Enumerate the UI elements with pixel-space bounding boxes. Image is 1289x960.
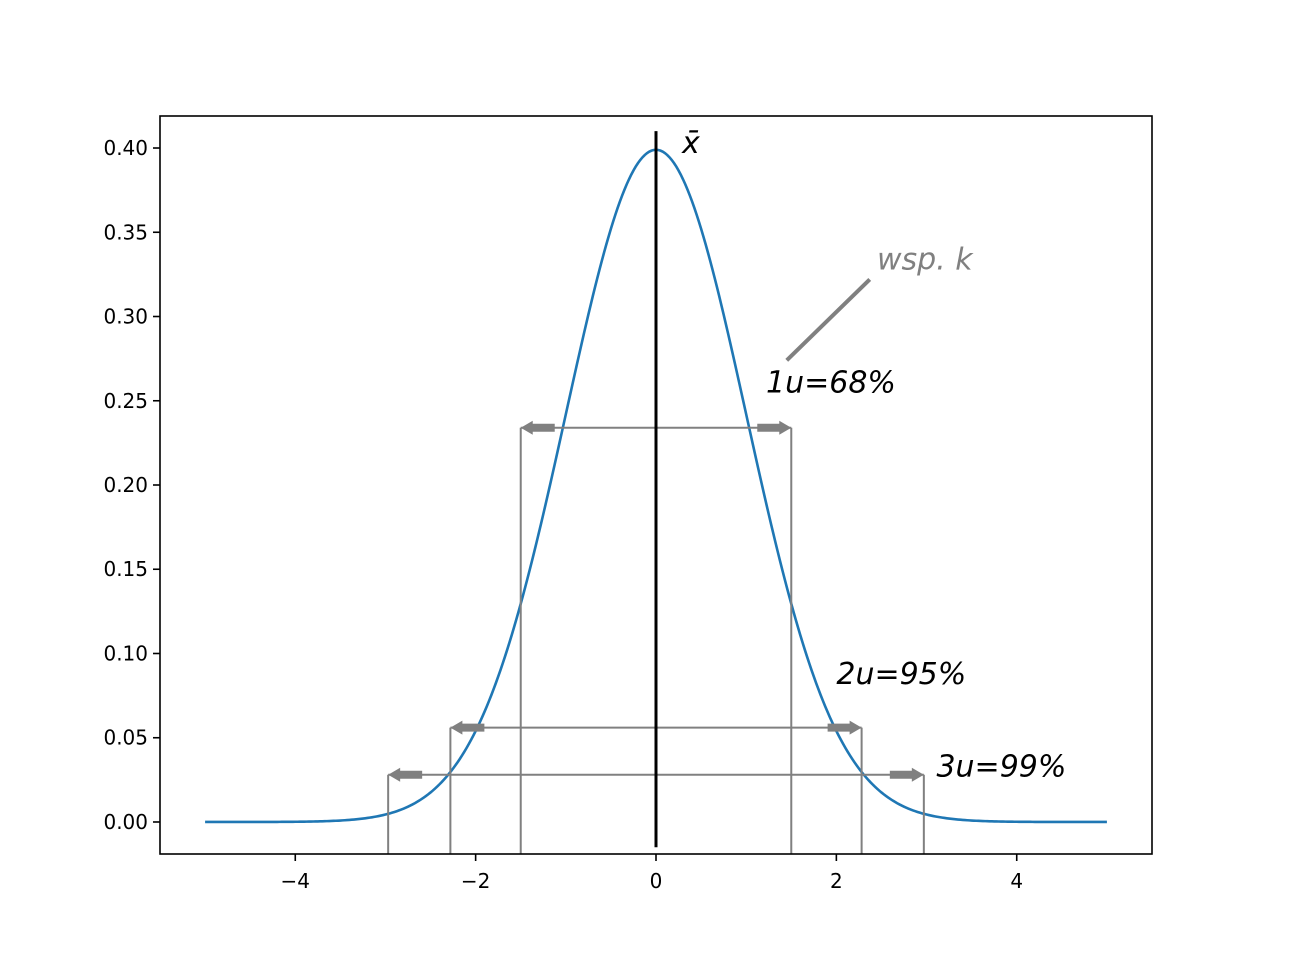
y-tick-label: 0.20 xyxy=(103,473,148,497)
text-layer: 1u=68% 2u=95% 3u=99% wsp. k x̄ xyxy=(681,126,1066,784)
y-tick-label: 0.05 xyxy=(103,726,148,750)
coverage-factor-label: wsp. k xyxy=(877,242,974,277)
y-tick-label: 0.00 xyxy=(103,810,148,834)
x-tick-label: −4 xyxy=(281,869,310,893)
arrow-right-1 xyxy=(757,420,792,435)
x-tick-label: 0 xyxy=(650,869,663,893)
arrow-right-3 xyxy=(889,767,924,782)
y-tick-label: 0.15 xyxy=(103,557,148,581)
arrow-right-2 xyxy=(827,720,862,735)
arrow-left-1 xyxy=(520,420,555,435)
interval-layer xyxy=(387,420,925,854)
y-tick-label: 0.30 xyxy=(103,305,148,329)
interval-label-3: 3u=99% xyxy=(936,749,1066,784)
y-tick-label: 0.25 xyxy=(103,389,148,413)
y-tick-label: 0.35 xyxy=(103,220,148,244)
axes-layer: −4 −2 0 2 4 0.00 0.05 0.10 0.15 0.20 0.25 0.30 0.35 0… xyxy=(103,115,1153,893)
mean-label: x̄ xyxy=(681,126,700,161)
x-tick-label: −2 xyxy=(461,869,490,893)
x-tick-label: 4 xyxy=(1010,869,1023,893)
arrow-left-2 xyxy=(450,720,485,735)
interval-label-2: 2u=95% xyxy=(836,657,966,692)
y-tick-label: 0.10 xyxy=(103,641,148,665)
arrow-left-3 xyxy=(388,767,423,782)
y-tick-label: 0.40 xyxy=(103,136,148,160)
coverage-factor-pointer xyxy=(785,278,872,362)
x-tick-label: 2 xyxy=(830,869,843,893)
interval-label-1: 1u=68% xyxy=(766,365,896,400)
